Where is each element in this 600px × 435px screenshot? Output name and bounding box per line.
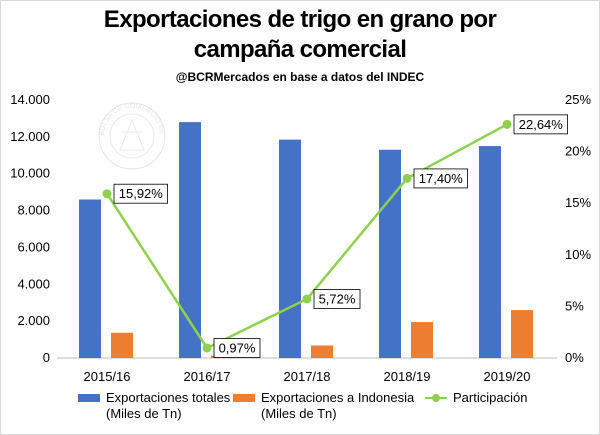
x-tick-label: 2018/19 <box>384 369 431 384</box>
participacion-label-box <box>313 289 361 309</box>
legend-swatch-blue <box>78 394 100 402</box>
participacion-data-label: 22,64% <box>519 117 564 132</box>
legend-label-line1: Exportaciones totales <box>106 390 231 405</box>
participacion-data-label: 17,40% <box>419 171 464 186</box>
participacion-data-label: 0,97% <box>219 340 256 355</box>
y-left-tick-label: 2.000 <box>17 313 50 328</box>
x-tick-label: 2017/18 <box>284 369 331 384</box>
participacion-label-box <box>213 338 261 358</box>
bar-exportaciones-indonesia <box>411 322 433 358</box>
bar-exportaciones-indonesia <box>511 310 533 358</box>
y-right-tick-label: 25% <box>565 92 591 107</box>
participacion-point <box>202 343 212 353</box>
y-left-tick-label: 4.000 <box>17 276 50 291</box>
participacion-label-box <box>513 114 568 135</box>
x-tick-label: 2019/20 <box>484 369 531 384</box>
y-left-tick-label: 8.000 <box>17 203 50 218</box>
y-left-tick-label: 6.000 <box>17 239 50 254</box>
bar-exportaciones-indonesia <box>311 345 333 358</box>
chart-subtitle: @BCRMercados en base a datos del INDEC <box>175 70 425 84</box>
chart-title-line2: campaña comercial <box>193 36 407 63</box>
participacion-point <box>302 294 312 304</box>
legend-label-line1: Exportaciones a Indonesia <box>261 390 415 405</box>
y-left-tick-label: 12.000 <box>10 129 50 144</box>
x-tick-label: 2016/17 <box>184 369 231 384</box>
participacion-label-box <box>413 168 468 189</box>
chart-title-line1: Exportaciones de trigo en grano por <box>103 6 497 33</box>
participacion-line <box>105 123 508 350</box>
y-right-tick-label: 5% <box>565 298 584 313</box>
legend-marker-dot <box>432 394 440 402</box>
participacion-data-label: 5,72% <box>319 291 356 306</box>
bar-exportaciones-totales <box>379 149 401 358</box>
legend-swatch-orange <box>233 394 255 402</box>
bar-exportaciones-totales <box>279 139 301 358</box>
bar-exportaciones-indonesia <box>111 332 133 358</box>
bar-exportaciones-totales <box>179 122 201 358</box>
y-left-tick-label: 10.000 <box>10 166 50 181</box>
participacion-data-label: 15,92% <box>119 186 164 201</box>
y-right-tick-label: 0% <box>565 350 584 365</box>
participacion-label-box <box>113 183 168 204</box>
y-left-tick-label: 0 <box>43 350 50 365</box>
y-right-tick-label: 15% <box>565 195 591 210</box>
legend-label-line2: (Miles de Tn) <box>261 406 337 421</box>
legend-label-line1: Participación <box>453 390 528 405</box>
legend-label-line2: (Miles de Tn) <box>106 406 182 421</box>
y-left-tick-label: 14.000 <box>10 92 50 107</box>
participacion-point <box>402 173 412 183</box>
participacion-point <box>102 189 112 199</box>
y-right-tick-label: 20% <box>565 144 591 159</box>
bar-exportaciones-totales <box>479 146 501 358</box>
bar-exportaciones-totales <box>79 199 101 358</box>
participacion-point <box>502 119 512 129</box>
y-right-tick-label: 10% <box>565 247 591 262</box>
x-tick-label: 2015/16 <box>84 369 131 384</box>
